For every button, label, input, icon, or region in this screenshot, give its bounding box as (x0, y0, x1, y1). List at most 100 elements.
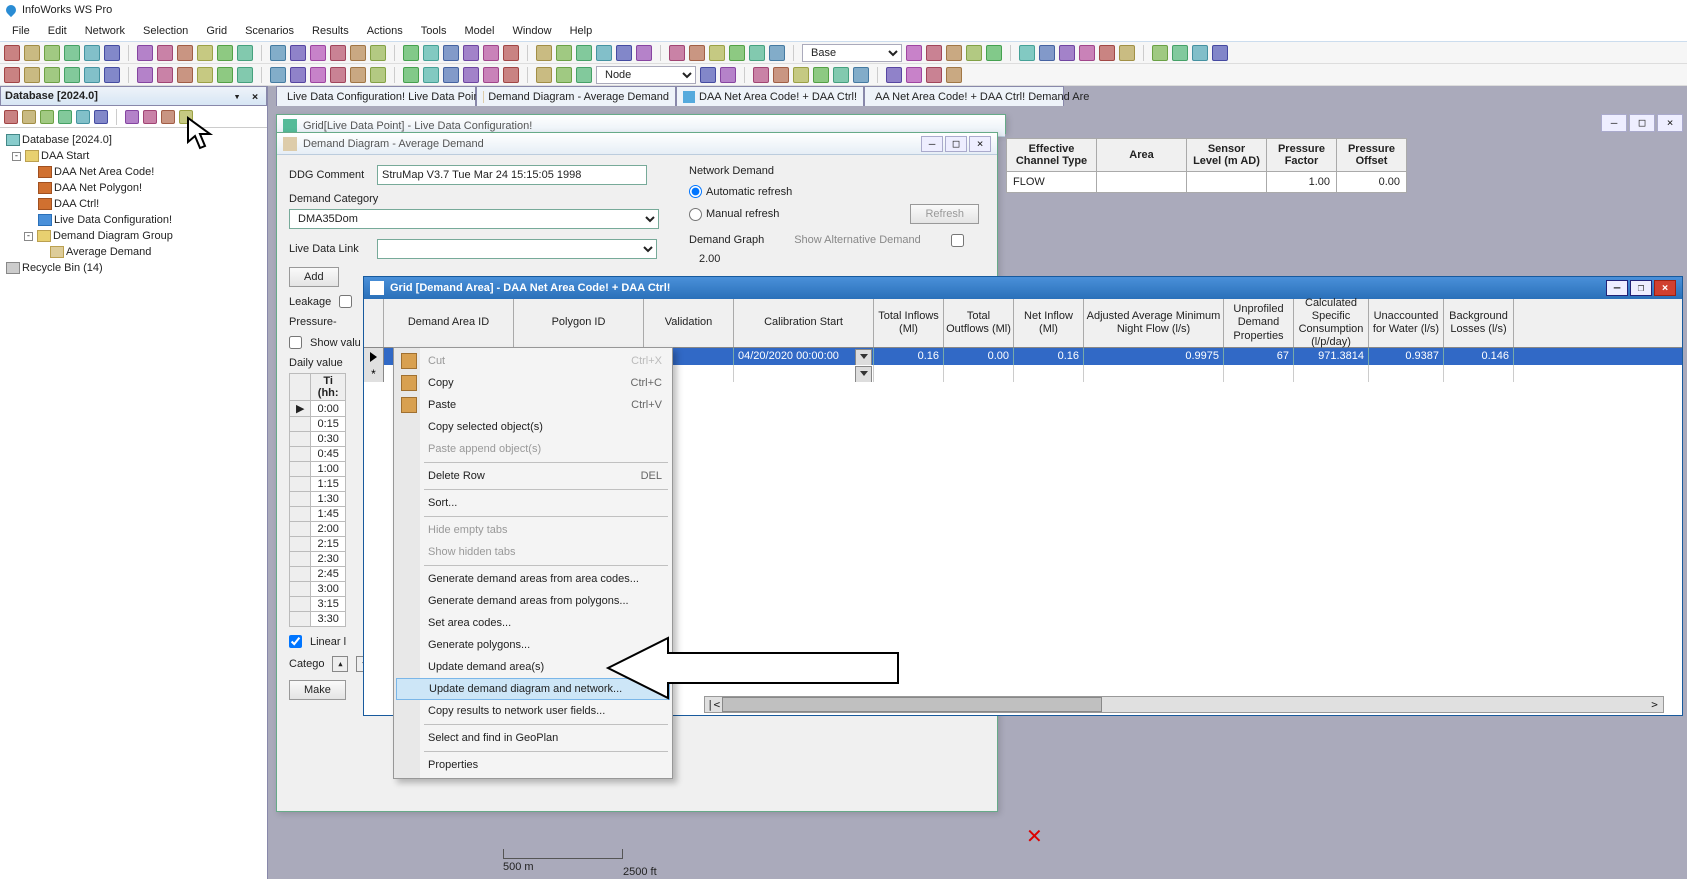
toolbar-icon[interactable] (1039, 45, 1055, 61)
toolbar-icon[interactable] (24, 67, 40, 83)
toolbar-icon[interactable] (44, 67, 60, 83)
menu-actions[interactable]: Actions (359, 22, 411, 40)
toolbar-icon[interactable] (310, 67, 326, 83)
toolbar-icon[interactable] (403, 45, 419, 61)
toolbar-icon[interactable] (536, 67, 552, 83)
grid-col-header[interactable]: Calculated Specific Consumption (l/p/day… (1294, 299, 1369, 347)
toolbar-icon[interactable] (143, 110, 157, 124)
ctx-update-demand-area-s[interactable]: Update demand area(s) (396, 656, 670, 678)
toolbar-icon[interactable] (350, 67, 366, 83)
toolbar-icon[interactable] (749, 45, 765, 61)
toolbar-icon[interactable] (886, 67, 902, 83)
menu-tools[interactable]: Tools (413, 22, 455, 40)
toolbar-icon[interactable] (330, 45, 346, 61)
toolbar-icon[interactable] (853, 67, 869, 83)
tab-areacode-ctrl[interactable]: DAA Net Area Code! + DAA Ctrl! (676, 86, 864, 106)
toolbar-icon[interactable] (237, 45, 253, 61)
toolbar-icon[interactable] (729, 45, 745, 61)
close-icon[interactable]: × (1657, 114, 1683, 132)
ctx-sort[interactable]: Sort... (396, 492, 670, 514)
grid-hscroll[interactable]: |< > (704, 696, 1664, 713)
menu-scenarios[interactable]: Scenarios (237, 22, 302, 40)
tree-avgdemand[interactable]: Average Demand (66, 246, 151, 258)
scroll-thumb[interactable] (722, 697, 1102, 712)
ctx-update-demand-diagram-and-network[interactable]: Update demand diagram and network... (396, 678, 670, 700)
time-cell[interactable]: 0:15 (311, 417, 345, 432)
toolbar-icon[interactable] (576, 45, 592, 61)
toolbar-icon[interactable] (503, 67, 519, 83)
grid-col-header[interactable]: Validation (644, 299, 734, 347)
live-data-link-select[interactable] (377, 239, 657, 259)
toolbar-icon[interactable] (157, 45, 173, 61)
toolbar-icon[interactable] (84, 45, 100, 61)
toolbar-icon[interactable] (179, 110, 193, 124)
grid-cell[interactable]: 67 (1224, 348, 1294, 365)
toolbar-icon[interactable] (161, 110, 175, 124)
toolbar-icon[interactable] (4, 45, 20, 61)
row-header[interactable] (290, 597, 311, 612)
toolbar-icon[interactable] (906, 45, 922, 61)
toolbar-icon[interactable] (270, 45, 286, 61)
toolbar-icon[interactable] (636, 45, 652, 61)
spin-up-icon[interactable]: ▴ (332, 656, 348, 672)
row-selector-new[interactable]: * (364, 365, 384, 382)
grid-col-header[interactable]: Adjusted Average Minimum Night Flow (l/s… (1084, 299, 1224, 347)
toolbar-icon[interactable] (310, 45, 326, 61)
row-selector[interactable] (364, 348, 384, 365)
toolbar-icon[interactable] (370, 45, 386, 61)
toolbar-icon[interactable] (217, 45, 233, 61)
grid-col-header[interactable]: Background Losses (l/s) (1444, 299, 1514, 347)
cell-flow[interactable]: FLOW (1007, 172, 1097, 193)
tree-ddg[interactable]: Demand Diagram Group (53, 230, 173, 242)
menu-help[interactable]: Help (562, 22, 601, 40)
demand-category-select[interactable]: DMA35Dom (289, 209, 659, 229)
grid-cell[interactable]: 0.9387 (1369, 348, 1444, 365)
tree-root[interactable]: Database [2024.0] (22, 134, 112, 146)
toolbar-icon[interactable] (709, 45, 725, 61)
ctx-delete-row[interactable]: Delete RowDEL (396, 465, 670, 487)
toolbar-icon[interactable] (350, 45, 366, 61)
toolbar-icon[interactable] (463, 67, 479, 83)
toolbar-icon[interactable] (689, 45, 705, 61)
time-cell[interactable]: 1:45 (311, 507, 345, 522)
time-cell[interactable]: 2:30 (311, 552, 345, 567)
row-header[interactable] (290, 507, 311, 522)
tree-collapse-icon[interactable]: - (24, 232, 33, 241)
tree-item-ctrl[interactable]: DAA Ctrl! (54, 198, 99, 210)
time-cell[interactable]: 3:15 (311, 597, 345, 612)
toolbar-icon[interactable] (556, 45, 572, 61)
toolbar-icon[interactable] (1079, 45, 1095, 61)
row-header[interactable] (290, 462, 311, 477)
grid-cell[interactable] (944, 365, 1014, 382)
row-header[interactable] (290, 567, 311, 582)
minimize-icon[interactable]: — (1606, 280, 1628, 296)
time-cell[interactable]: 3:00 (311, 582, 345, 597)
menu-grid[interactable]: Grid (198, 22, 235, 40)
ctx-generate-polygons[interactable]: Generate polygons... (396, 634, 670, 656)
maximize-icon[interactable]: □ (945, 136, 967, 152)
toolbar-icon[interactable] (720, 67, 736, 83)
tree-item-livedata[interactable]: Live Data Configuration! (54, 214, 172, 226)
database-tree[interactable]: Database [2024.0] -DAA Start DAA Net Are… (0, 128, 267, 280)
channel-table[interactable]: Effective Channel Type Area Sensor Level… (1006, 138, 1407, 193)
grid-cell[interactable] (1369, 365, 1444, 382)
maximize-icon[interactable]: □ (1629, 114, 1655, 132)
toolbar-icon[interactable] (1059, 45, 1075, 61)
ctx-generate-demand-areas-from-polygons[interactable]: Generate demand areas from polygons... (396, 590, 670, 612)
ctx-properties[interactable]: Properties (396, 754, 670, 776)
toolbar-icon[interactable] (463, 45, 479, 61)
toolbar-icon[interactable] (443, 45, 459, 61)
toolbar-icon[interactable] (700, 67, 716, 83)
toolbar-icon[interactable] (753, 67, 769, 83)
toolbar-icon[interactable] (1119, 45, 1135, 61)
toolbar-icon[interactable] (1212, 45, 1228, 61)
toolbar-icon[interactable] (104, 67, 120, 83)
toolbar-icon[interactable] (926, 67, 942, 83)
time-cell[interactable]: 3:30 (311, 612, 345, 627)
grid-cell[interactable]: 0.16 (1014, 348, 1084, 365)
toolbar-icon[interactable] (423, 45, 439, 61)
toolbar-icon[interactable] (536, 45, 552, 61)
tree-collapse-icon[interactable]: - (12, 152, 21, 161)
time-cell[interactable]: 2:00 (311, 522, 345, 537)
toolbar-icon[interactable] (270, 67, 286, 83)
